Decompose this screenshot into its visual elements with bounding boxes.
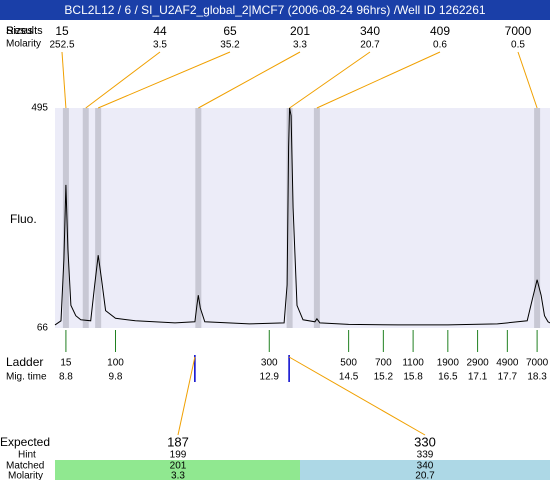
peak-size: 44 xyxy=(153,24,167,38)
peak-band xyxy=(286,108,293,328)
ladder-size: 700 xyxy=(375,358,392,369)
expected-connector xyxy=(177,356,196,436)
title-bar xyxy=(0,0,550,20)
results-label: Results xyxy=(6,25,43,37)
peak-connector xyxy=(517,51,538,109)
peak-band xyxy=(195,108,202,328)
peak-molarity: 35.2 xyxy=(220,40,240,51)
sizes-label: Sizes xyxy=(6,25,33,37)
peak-molarity: 0.6 xyxy=(433,40,447,51)
ladder-size: 15 xyxy=(60,358,72,369)
trace xyxy=(54,107,550,326)
peak-band xyxy=(62,108,69,328)
ladder-size: 2900 xyxy=(466,358,489,369)
matched-value: 201 xyxy=(170,461,187,472)
hint-value: 199 xyxy=(170,450,187,461)
ladder-time: 14.5 xyxy=(339,372,359,383)
matched-label: Matched xyxy=(6,461,44,472)
peak-size: 409 xyxy=(430,24,450,38)
peak-molarity: 0.5 xyxy=(511,40,525,51)
ladder-size: 100 xyxy=(107,358,124,369)
peak-size: 15 xyxy=(55,24,69,38)
matched-box xyxy=(300,460,550,480)
expected-value: 330 xyxy=(414,434,436,449)
matched-value: 340 xyxy=(417,461,434,472)
peak-band xyxy=(313,108,320,328)
expected-value: 187 xyxy=(167,434,189,449)
ladder-time: 17.1 xyxy=(468,372,488,383)
peak-size: 65 xyxy=(223,24,237,38)
plot-area xyxy=(55,108,550,328)
y-tick-label: 66 xyxy=(37,323,49,334)
y-tick-label: 495 xyxy=(31,103,48,114)
ladder-time: 15.8 xyxy=(403,372,423,383)
peak-size: 201 xyxy=(290,24,310,38)
ladder-time: 18.3 xyxy=(527,372,547,383)
peak-molarity: 3.3 xyxy=(293,40,307,51)
hint-label: Hint xyxy=(18,450,36,461)
peak-connector xyxy=(198,51,301,109)
peak-band xyxy=(534,108,541,328)
molarity-label: Molarity xyxy=(6,39,41,50)
molarity-bottom-label: Molarity xyxy=(8,471,43,480)
peak-connector xyxy=(97,51,231,109)
matched-box xyxy=(55,460,300,480)
ladder-time: 12.9 xyxy=(260,372,280,383)
peak-connector xyxy=(61,51,67,109)
hint-value: 339 xyxy=(417,450,434,461)
peak-connector xyxy=(85,51,161,109)
ladder-time: 16.5 xyxy=(438,372,458,383)
peak-molarity: 20.7 xyxy=(360,40,380,51)
peak-connector xyxy=(316,51,441,109)
title: BCL2L12 / 6 / SI_U2AF2_global_2|MCF7 (20… xyxy=(64,3,485,17)
molarity-value: 20.7 xyxy=(415,471,435,480)
ladder-size: 300 xyxy=(261,358,278,369)
ladder-time: 9.8 xyxy=(109,372,123,383)
ladder-size: 1900 xyxy=(437,358,460,369)
peak-size: 340 xyxy=(360,24,380,38)
peak-molarity: 3.5 xyxy=(153,40,167,51)
ladder-time: 15.2 xyxy=(374,372,394,383)
mig-time-label: Mig. time xyxy=(6,372,47,383)
ladder-size: 7000 xyxy=(526,358,549,369)
y-axis-label: Fluo. xyxy=(10,212,37,226)
ladder-size: 500 xyxy=(340,358,357,369)
ladder-size: 4900 xyxy=(496,358,519,369)
expected-connector xyxy=(288,356,426,436)
peak-band xyxy=(82,108,89,328)
molarity-value: 3.3 xyxy=(171,471,185,480)
expected-label: Expected xyxy=(0,435,50,449)
ladder-time: 17.7 xyxy=(498,372,518,383)
peak-size: 7000 xyxy=(505,24,532,38)
ladder-label: Ladder xyxy=(6,355,43,369)
peak-connector xyxy=(289,51,371,109)
peak-band xyxy=(95,108,102,328)
ladder-size: 1100 xyxy=(402,358,424,369)
ladder-time: 8.8 xyxy=(59,372,73,383)
peak-molarity: 252.5 xyxy=(49,40,74,51)
